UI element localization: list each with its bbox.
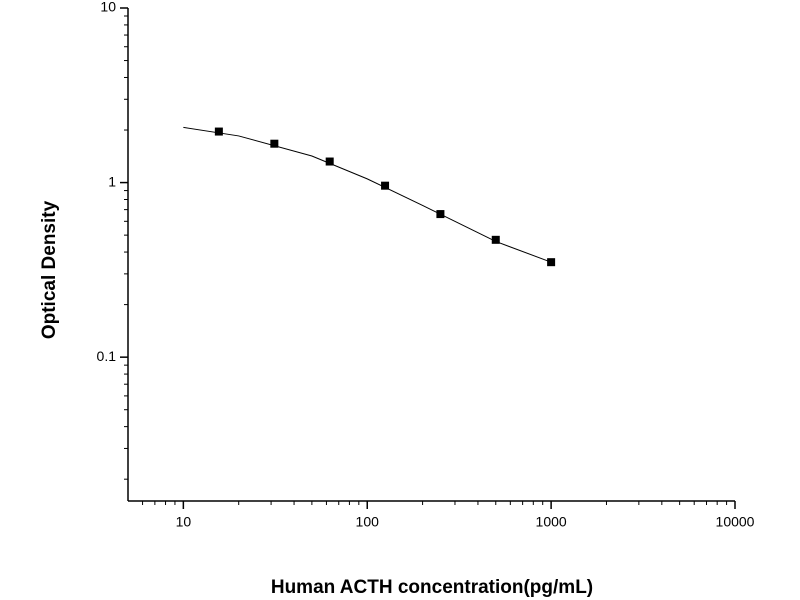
y-tick-label: 1 xyxy=(108,173,116,189)
x-tick-label: 100 xyxy=(356,514,380,530)
x-tick-label: 10000 xyxy=(716,514,755,530)
data-point xyxy=(214,127,223,136)
data-point xyxy=(270,139,279,148)
x-tick-label: 1000 xyxy=(536,514,567,530)
data-point xyxy=(491,235,500,244)
y-tick-label: 10 xyxy=(100,0,116,15)
data-point xyxy=(381,181,390,190)
data-point xyxy=(325,157,334,166)
fit-curve xyxy=(183,126,552,263)
x-axis-title: Human ACTH concentration(pg/mL) xyxy=(271,577,593,598)
y-axis-title: Optical Density xyxy=(39,200,60,339)
x-tick-label: 10 xyxy=(176,514,192,530)
y-tick-label: 0.1 xyxy=(97,348,117,364)
